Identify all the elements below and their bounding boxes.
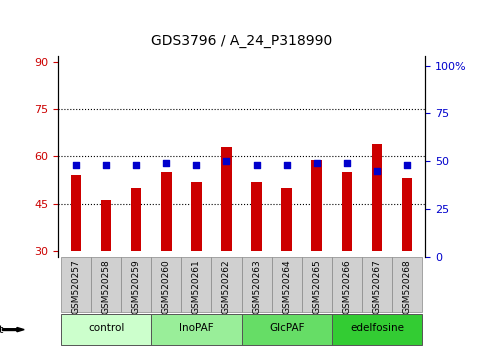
FancyBboxPatch shape bbox=[392, 257, 422, 312]
Text: GlcPAF: GlcPAF bbox=[269, 323, 304, 333]
Text: InoPAF: InoPAF bbox=[179, 323, 213, 333]
Bar bbox=[221, 147, 232, 251]
Bar bbox=[191, 182, 201, 251]
FancyBboxPatch shape bbox=[332, 314, 422, 345]
Point bbox=[253, 162, 260, 168]
FancyBboxPatch shape bbox=[332, 257, 362, 312]
Point bbox=[373, 168, 381, 173]
Text: GSM520261: GSM520261 bbox=[192, 259, 201, 314]
Bar bbox=[101, 200, 112, 251]
FancyBboxPatch shape bbox=[302, 257, 332, 312]
Bar bbox=[251, 182, 262, 251]
Text: GDS3796 / A_24_P318990: GDS3796 / A_24_P318990 bbox=[151, 34, 332, 48]
Text: GSM520258: GSM520258 bbox=[101, 259, 111, 314]
Point bbox=[403, 162, 411, 168]
Point bbox=[102, 162, 110, 168]
Text: GSM520260: GSM520260 bbox=[162, 259, 171, 314]
FancyBboxPatch shape bbox=[61, 257, 91, 312]
FancyBboxPatch shape bbox=[242, 314, 332, 345]
Text: GSM520263: GSM520263 bbox=[252, 259, 261, 314]
Point bbox=[72, 162, 80, 168]
Bar bbox=[282, 188, 292, 251]
Text: GSM520259: GSM520259 bbox=[132, 259, 141, 314]
Text: edelfosine: edelfosine bbox=[350, 323, 404, 333]
Bar bbox=[71, 175, 81, 251]
Text: GSM520266: GSM520266 bbox=[342, 259, 351, 314]
Point bbox=[343, 160, 351, 166]
Text: agent: agent bbox=[0, 325, 3, 335]
Bar bbox=[131, 188, 142, 251]
Text: GSM520265: GSM520265 bbox=[312, 259, 321, 314]
Text: GSM520257: GSM520257 bbox=[71, 259, 81, 314]
Text: GSM520268: GSM520268 bbox=[402, 259, 412, 314]
Bar bbox=[341, 172, 352, 251]
Point bbox=[193, 162, 200, 168]
Text: GSM520264: GSM520264 bbox=[282, 259, 291, 314]
FancyBboxPatch shape bbox=[121, 257, 151, 312]
Text: GSM520262: GSM520262 bbox=[222, 259, 231, 314]
FancyBboxPatch shape bbox=[242, 257, 271, 312]
Point bbox=[283, 162, 290, 168]
Bar bbox=[371, 144, 382, 251]
Bar bbox=[402, 178, 412, 251]
FancyBboxPatch shape bbox=[91, 257, 121, 312]
Text: control: control bbox=[88, 323, 124, 333]
Bar bbox=[161, 172, 171, 251]
FancyBboxPatch shape bbox=[151, 314, 242, 345]
FancyBboxPatch shape bbox=[151, 257, 181, 312]
FancyBboxPatch shape bbox=[61, 314, 151, 345]
Point bbox=[313, 160, 321, 166]
Bar bbox=[312, 160, 322, 251]
FancyBboxPatch shape bbox=[362, 257, 392, 312]
Point bbox=[132, 162, 140, 168]
FancyBboxPatch shape bbox=[271, 257, 302, 312]
FancyBboxPatch shape bbox=[212, 257, 242, 312]
FancyBboxPatch shape bbox=[181, 257, 212, 312]
Point bbox=[162, 160, 170, 166]
Text: GSM520267: GSM520267 bbox=[372, 259, 382, 314]
Point bbox=[223, 158, 230, 164]
